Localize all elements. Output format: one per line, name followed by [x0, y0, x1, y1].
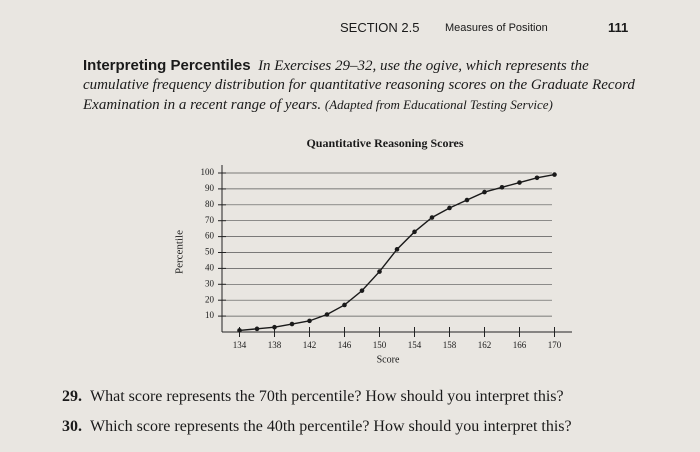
page-number: 111 — [608, 20, 629, 35]
exercise: 29. What score represents the 70th percen… — [62, 388, 564, 406]
y-tick-label: 100 — [201, 167, 215, 177]
x-tick-label: 142 — [303, 340, 317, 350]
point — [342, 302, 347, 308]
point — [464, 197, 470, 203]
intro-text: In Exercises 29–32, use the ogive, which… — [83, 58, 635, 113]
x-tick-label: 138 — [268, 340, 282, 350]
section: SECTION 2.5 — [340, 20, 420, 35]
intro-source: (Adapted from Educational Testing Servic… — [324, 97, 553, 112]
point — [324, 312, 330, 317]
exercise-number: 30. — [62, 418, 82, 435]
x-tick-label: 170 — [548, 340, 562, 350]
point — [517, 180, 522, 185]
point — [552, 172, 557, 177]
y-tick-label: 10 — [205, 310, 215, 320]
y-tick-label: 60 — [205, 231, 215, 241]
intro: Interpreting Percentiles In Exercises 29… — [83, 56, 643, 115]
y-tick-label: 40 — [205, 262, 215, 272]
exercise-text: Which score represents the 40th percenti… — [90, 418, 572, 435]
y-tick-label: 30 — [205, 278, 215, 288]
y-tick-label: 80 — [205, 199, 215, 209]
y-tick-label: 90 — [205, 183, 215, 193]
intro-title: Interpreting Percentiles — [83, 57, 251, 74]
point — [394, 247, 400, 252]
x-tick-label: 162 — [478, 340, 492, 350]
point — [272, 324, 277, 330]
x-tick-label: 154 — [408, 340, 422, 350]
point — [429, 215, 435, 220]
x-tick-label: 166 — [513, 340, 527, 350]
x-tick-label: 134 — [233, 340, 247, 350]
exercise: 30. Which score represents the 40th perce… — [62, 418, 572, 436]
y-tick-label: 70 — [205, 215, 215, 225]
y-axis-label: Percentile — [174, 230, 186, 274]
x-axis-label: Score — [377, 354, 400, 365]
point — [254, 326, 260, 332]
topic: Measures of Position — [445, 22, 548, 34]
x-tick-label: 158 — [443, 340, 457, 350]
chart-title: Quantitative Reasoning Scores — [306, 136, 463, 150]
point — [499, 185, 505, 190]
point — [447, 205, 452, 211]
x-tick-label: 146 — [338, 340, 352, 350]
y-tick-label: 20 — [205, 294, 215, 304]
point — [307, 318, 312, 324]
point — [359, 288, 365, 293]
exercise-text: What score represents the 70th percentil… — [90, 388, 564, 405]
x-tick-label: 150 — [373, 340, 387, 350]
point — [534, 175, 540, 181]
point — [377, 269, 382, 274]
y-tick-label: 50 — [205, 247, 215, 257]
exercise-number: 29. — [62, 388, 82, 405]
point — [482, 189, 487, 195]
point — [237, 328, 242, 333]
point — [412, 229, 417, 235]
point — [289, 321, 295, 327]
